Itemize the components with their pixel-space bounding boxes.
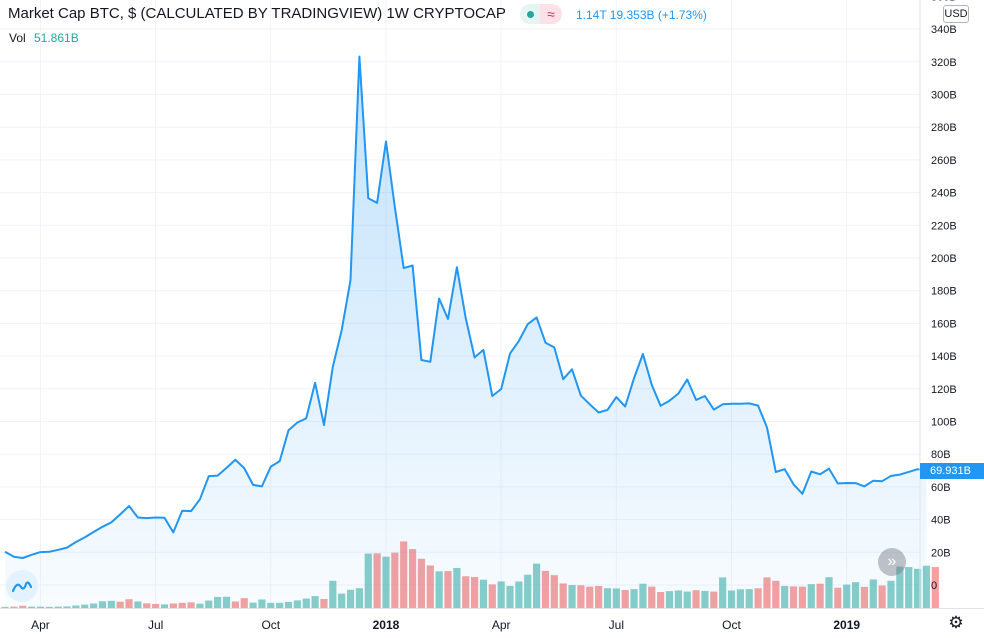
x-tick-label: 2018 xyxy=(373,618,400,632)
scroll-right-icon[interactable]: » xyxy=(878,548,906,576)
volume-bar xyxy=(1,606,9,608)
y-tick-label: 360B xyxy=(931,0,957,3)
gear-icon[interactable]: ⚙ xyxy=(948,613,964,632)
time-axis[interactable]: Apr Jul Oct 2018 Apr Jul Oct 2019 xyxy=(31,618,860,632)
x-tick-label: 2019 xyxy=(833,618,860,632)
x-tick-label: Oct xyxy=(722,618,741,632)
y-tick-label: 80B xyxy=(931,449,951,461)
price-stats: 1.14T 19.353B (+1.73%) xyxy=(576,8,707,22)
price-axis[interactable]: 360B 340B 320B 300B 280B 260B 240B 220B 200B 180B… xyxy=(931,0,957,592)
y-tick-label: 120B xyxy=(931,384,957,396)
tradingview-logo-icon[interactable] xyxy=(6,570,38,602)
y-tick-label: 160B xyxy=(931,318,957,330)
x-tick-label: Jul xyxy=(148,618,163,632)
y-tick-label: 20B xyxy=(931,547,951,559)
y-tick-label: 220B xyxy=(931,220,957,232)
y-tick-label: 140B xyxy=(931,351,957,363)
market-cap-area xyxy=(5,56,927,609)
x-tick-label: Oct xyxy=(261,618,280,632)
currency-button[interactable]: USD xyxy=(943,5,969,23)
y-tick-label: 40B xyxy=(931,515,951,527)
x-tick-label: Apr xyxy=(31,618,50,632)
y-tick-label: 60B xyxy=(931,482,951,494)
volume-bar xyxy=(922,565,931,608)
volume-value: 51.861B xyxy=(34,31,79,45)
y-tick-label: 0 xyxy=(931,580,937,592)
wave-icon[interactable]: ≈ xyxy=(540,4,562,24)
y-tick-label: 260B xyxy=(931,155,957,167)
y-tick-label: 320B xyxy=(931,57,957,69)
volume-bar xyxy=(931,567,939,608)
dot-icon[interactable] xyxy=(520,4,540,24)
y-tick-label: 200B xyxy=(931,253,957,265)
last-price-label: 69.931B xyxy=(920,463,984,479)
y-tick-label: 240B xyxy=(931,188,957,200)
y-tick-label: 340B xyxy=(931,24,957,36)
x-tick-label: Jul xyxy=(609,618,624,632)
y-tick-label: 180B xyxy=(931,286,957,298)
y-tick-label: 280B xyxy=(931,122,957,134)
y-tick-label: 300B xyxy=(931,90,957,102)
x-tick-label: Apr xyxy=(492,618,511,632)
volume-label: Vol xyxy=(9,31,26,45)
market-cap-line xyxy=(4,55,927,559)
y-tick-label: 100B xyxy=(931,417,957,429)
chart-title: Market Cap BTC, $ (CALCULATED BY TRADING… xyxy=(8,5,506,22)
